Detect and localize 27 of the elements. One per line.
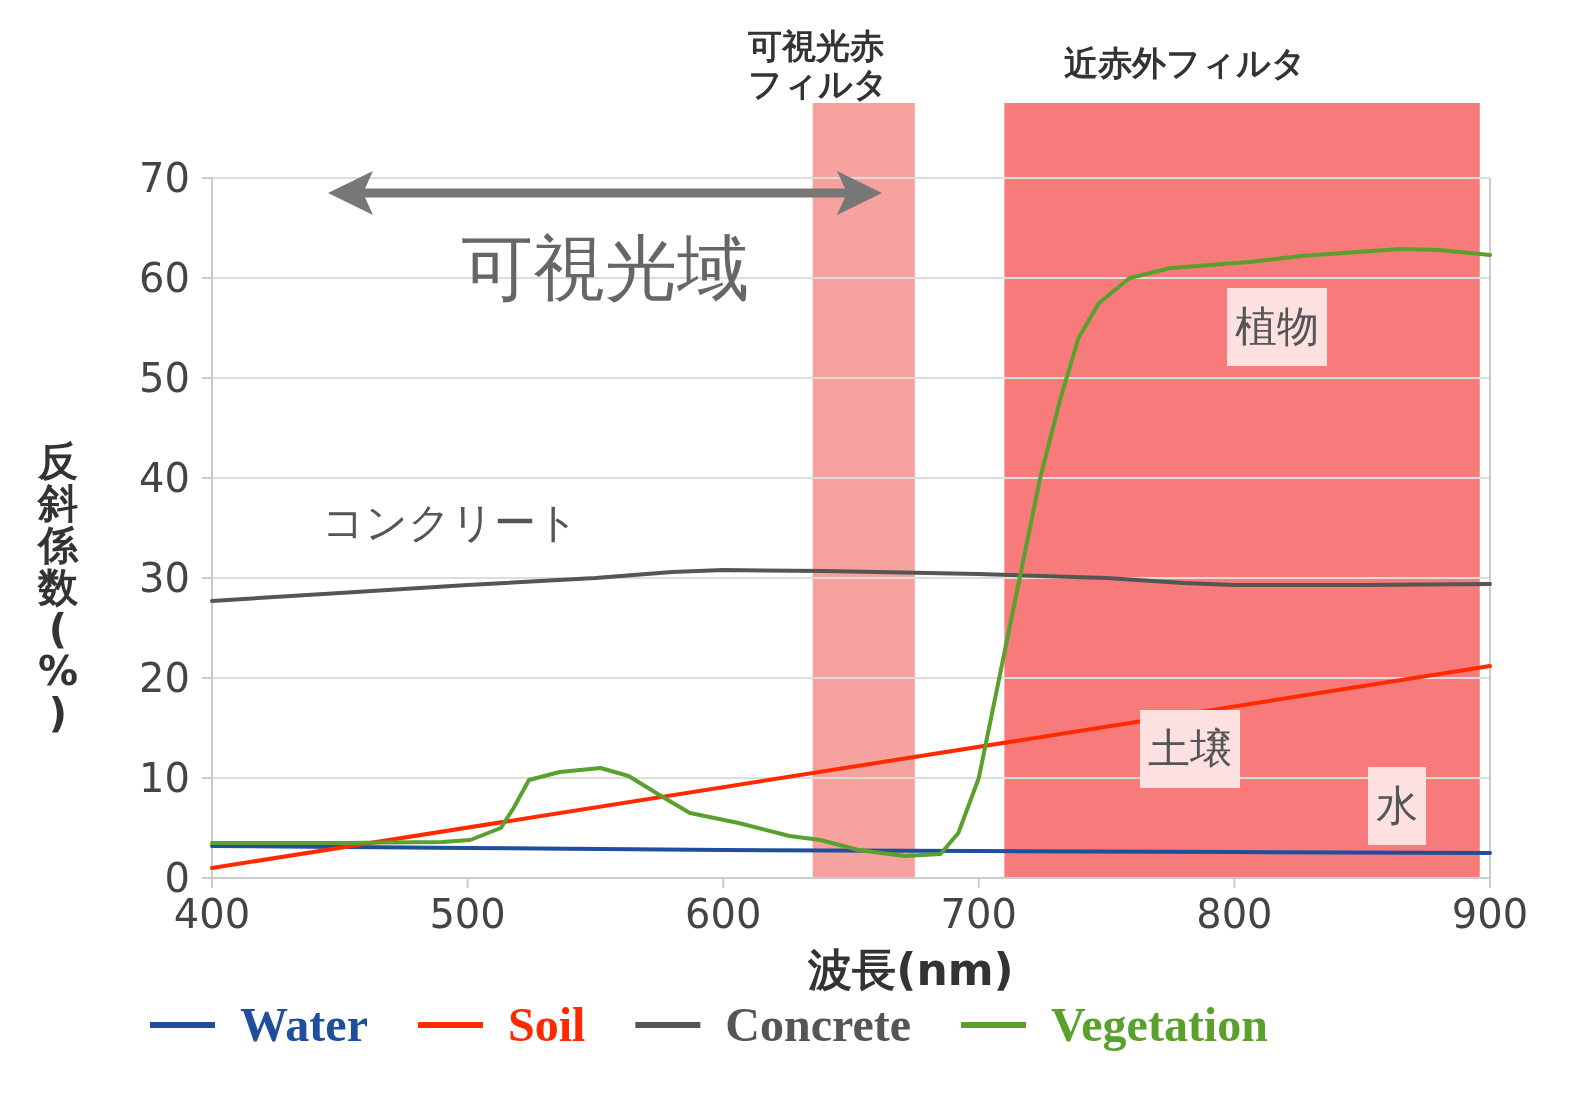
annotation: コンクリート bbox=[321, 500, 579, 546]
y-tick-label: 40 bbox=[139, 455, 190, 501]
band-label: 可視光赤フィルタ bbox=[746, 26, 888, 104]
y-tick-label: 70 bbox=[139, 155, 190, 201]
y-tick-label: 20 bbox=[139, 655, 190, 701]
y-tick-label: 30 bbox=[139, 555, 190, 601]
annotation: 可視光域 bbox=[461, 229, 749, 309]
y-tick-label: 50 bbox=[139, 355, 190, 401]
legend-label: Concrete bbox=[725, 998, 912, 1051]
x-axis-title: 波長(nm) bbox=[807, 944, 1014, 995]
x-tick-label: 500 bbox=[429, 891, 506, 937]
y-tick-label: 10 bbox=[139, 755, 190, 801]
x-tick-label: 600 bbox=[685, 891, 762, 937]
annotation: 土壌 bbox=[1148, 726, 1232, 772]
line-series bbox=[210, 568, 1492, 603]
y-axis-title: 反斜係数(%) bbox=[36, 438, 79, 736]
legend-label: Soil bbox=[507, 998, 586, 1051]
x-tick-label: 700 bbox=[940, 891, 1017, 937]
annotation: 水 bbox=[1376, 783, 1418, 829]
y-tick-label: 60 bbox=[139, 255, 190, 301]
x-tick-label: 800 bbox=[1196, 891, 1273, 937]
x-tick-label: 900 bbox=[1451, 891, 1529, 937]
annotation: 植物 bbox=[1235, 304, 1319, 350]
legend-label: Vegetation bbox=[1051, 998, 1268, 1051]
band-label: 近赤外フィルタ bbox=[1064, 43, 1307, 83]
line-series bbox=[210, 844, 1492, 855]
legend-label: Water bbox=[240, 998, 368, 1051]
